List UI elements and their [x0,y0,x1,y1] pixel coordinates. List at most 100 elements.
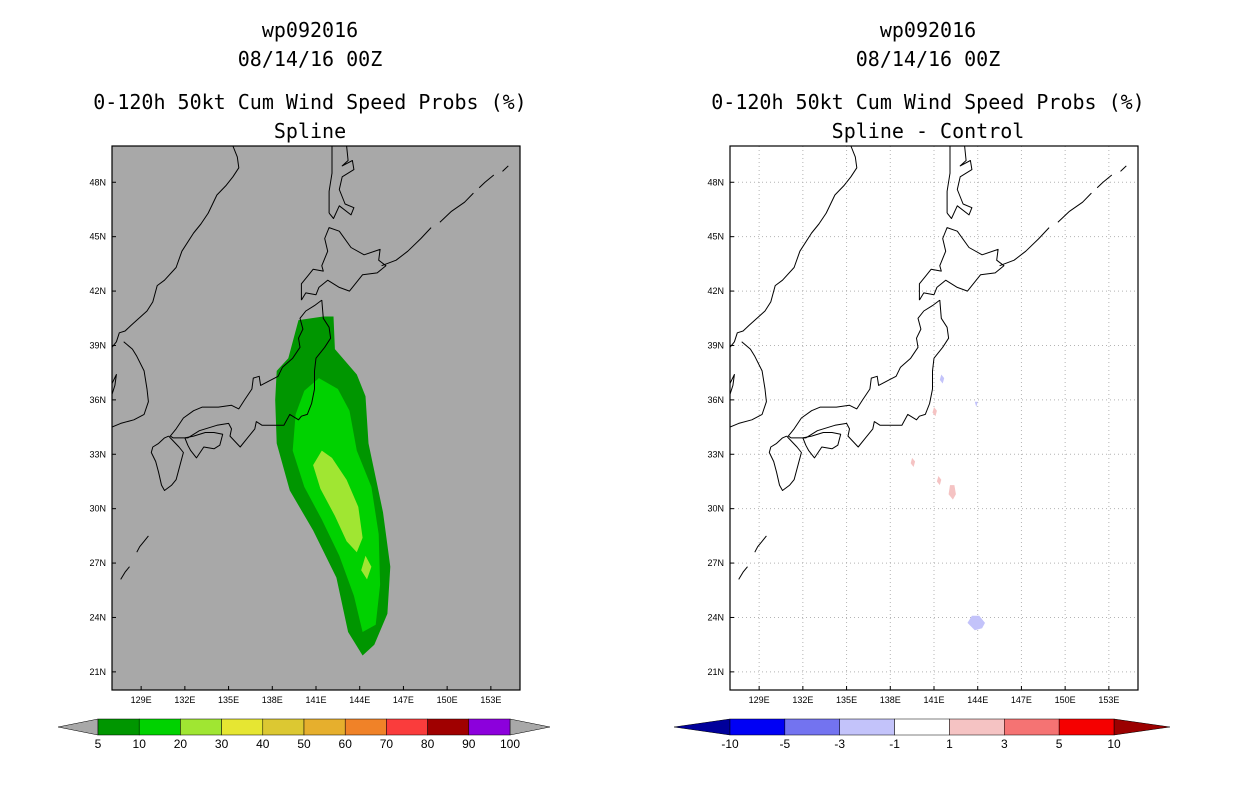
left-coastlines [112,146,509,580]
colorbar-label: 3 [1001,737,1008,751]
contour-diff-4 [910,457,916,467]
y-tick-label: 33N [89,449,106,459]
y-tick-label: 21N [707,667,724,677]
colorbar-label: -5 [780,737,791,751]
y-tick-label: 21N [89,667,106,677]
x-tick-label: 132E [174,695,195,705]
x-tick-label: 147E [1011,695,1032,705]
coastline-4 [328,146,333,214]
left-title-init-time: 08/14/16 00Z [238,47,383,71]
colorbar-high-arrow [1113,718,1171,736]
colorbar-swatch-3 [894,718,950,736]
right-colorbar: -10 -5 -3 -1 1 3 5 10 [673,718,1171,751]
coastline-8 [999,227,1050,267]
colorbar-swatch-2 [180,718,222,736]
colorbar-swatch-8 [427,718,470,736]
colorbar-swatch-1 [784,718,840,736]
colorbar-swatch-9 [468,718,511,736]
x-tick-label: 141E [923,695,944,705]
x-tick-label: 144E [349,695,370,705]
colorbar-label: 1 [946,737,953,751]
colorbar-swatch-4 [262,718,305,736]
right-panel: wp092016 08/14/16 00Z 0-120h 50kt Cum Wi… [673,18,1171,751]
colorbar-label: 10 [133,737,147,751]
colorbar-swatch-0 [729,718,786,736]
x-tick-label: 129E [131,695,152,705]
right-contours [910,374,985,631]
colorbar-swatch-2 [839,718,895,736]
coastline-2 [768,435,802,491]
colorbar-swatch-7 [386,718,428,736]
y-tick-label: 24N [707,612,724,622]
y-tick-label: 42N [89,286,106,296]
y-tick-label: 27N [707,558,724,568]
x-tick-label: 135E [218,695,239,705]
colorbar-label: 5 [1056,737,1063,751]
y-tick-label: 45N [707,232,724,242]
colorbar-low-arrow [673,718,731,736]
coastline-0 [787,299,950,448]
y-tick-label: 36N [89,395,106,405]
colorbar-label: 50 [297,737,311,751]
colorbar-swatch-3 [221,718,264,736]
y-tick-label: 30N [89,504,106,514]
contour-diff-1 [939,374,945,384]
contour-diff-2 [974,401,978,408]
colorbar-swatch-5 [303,718,346,736]
coastline-13 [120,566,130,580]
right-title-variable: 0-120h 50kt Cum Wind Speed Probs (%) [711,90,1144,114]
contour-prob-3 [361,555,372,580]
y-tick-label: 45N [89,232,106,242]
contour-diff-5 [936,476,942,486]
y-tick-label: 24N [89,612,106,622]
x-tick-label: 153E [480,695,501,705]
colorbar-high-arrow [509,718,551,736]
left-panel: wp092016 08/14/16 00Z 0-120h 50kt Cum Wi… [57,18,551,751]
left-axis-ticks: 129E 132E 135E 138E 141E 144E 147E 150E 153E 48N 4… [89,177,501,705]
y-tick-label: 33N [707,449,724,459]
coastline-6 [112,146,240,348]
y-tick-label: 27N [89,558,106,568]
contour-diff-0 [967,615,985,631]
coastline-0 [169,299,332,448]
colorbar-label: 20 [174,737,188,751]
colorbar-label: 100 [500,737,520,751]
x-tick-label: 141E [305,695,326,705]
x-tick-label: 132E [792,695,813,705]
x-tick-label: 153E [1098,695,1119,705]
y-tick-label: 30N [707,504,724,514]
coastline-12 [754,535,767,553]
colorbar-swatch-4 [949,718,1005,736]
y-tick-label: 42N [707,286,724,296]
coastline-7 [730,341,767,428]
coastline-2 [150,435,184,491]
colorbar-label: 10 [1107,737,1121,751]
coastline-10 [1096,174,1113,189]
coastline-14 [112,575,113,577]
coastline-6 [730,146,858,348]
contour-diff-3 [948,485,956,500]
x-tick-label: 144E [967,695,988,705]
coastline-5 [328,146,355,219]
x-tick-label: 138E [880,695,901,705]
colorbar-swatch-6 [1058,718,1115,736]
x-tick-label: 129E [749,695,770,705]
contour-prob-2 [313,450,363,553]
coastline-13 [738,566,748,580]
colorbar-label: 40 [256,737,270,751]
colorbar-swatch-0 [97,718,140,736]
x-tick-label: 150E [1055,695,1076,705]
colorbar-label: -3 [834,737,845,751]
right-title-storm-id: wp092016 [880,18,976,42]
y-tick-label: 39N [707,340,724,350]
coastline-4 [946,146,951,214]
coastline-9 [1057,192,1092,223]
colorbar-swatch-6 [344,718,387,736]
right-axis-ticks: 129E 132E 135E 138E 141E 144E 147E 150E 153E 48N 4… [707,177,1119,705]
colorbar-label: 80 [421,737,435,751]
coastline-9 [439,192,474,223]
coastline-11 [502,165,509,172]
right-gridlines [730,146,1138,690]
colorbar-label: -10 [721,737,739,751]
